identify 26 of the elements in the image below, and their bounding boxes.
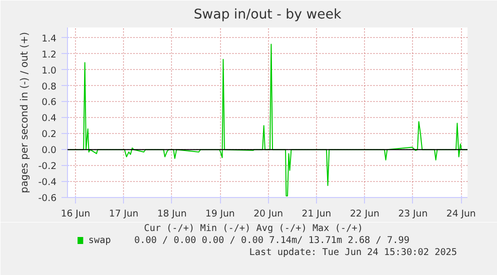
y-tick-label: 1.2 (42, 49, 57, 60)
text: Last update: Tue Jun 24 15:30:02 2025 (249, 247, 458, 258)
y-tick-label: 0.6 (42, 97, 57, 108)
y-tick-label: -0.4 (38, 177, 57, 188)
x-tick-label: 23 Jun (398, 208, 428, 220)
y-tick-label: 0.4 (42, 113, 57, 124)
legend-label: swap (88, 235, 112, 246)
y-tick-label: 0.2 (42, 129, 57, 140)
y-tick-label: 1.0 (42, 65, 57, 76)
text: 0.00 / 0.00 0.00 / 0.00 7.14m/ 13.71m 2.68 / 7.99 (134, 235, 410, 246)
x-tick-label: 17 Jun (109, 208, 139, 220)
x-tick-label: 20 Jun (254, 208, 284, 220)
x-tick-label: 22 Jun (350, 208, 380, 220)
y-axis-title: pages per second in (-) / out (+) (19, 32, 30, 194)
x-tick-label: 18 Jun (157, 208, 187, 220)
y-tick-label: 0.0 (42, 145, 57, 156)
y-tick-label: 1.4 (42, 33, 57, 44)
y-tick-label: 0.8 (42, 81, 57, 92)
x-tick-label: 21 Jun (302, 208, 332, 220)
x-tick-label: 19 Jun (205, 208, 235, 220)
x-tick-label: 24 Jun (446, 208, 476, 220)
y-tick-label: -0.2 (38, 161, 56, 172)
y-tick-label: -0.6 (38, 193, 57, 204)
x-tick-label: 16 Jun (60, 208, 90, 220)
text: Cur (-/+) Min (-/+) Avg (-/+) Max (-/+) (144, 223, 363, 234)
chart-title: Swap in/out - by week (194, 8, 342, 22)
